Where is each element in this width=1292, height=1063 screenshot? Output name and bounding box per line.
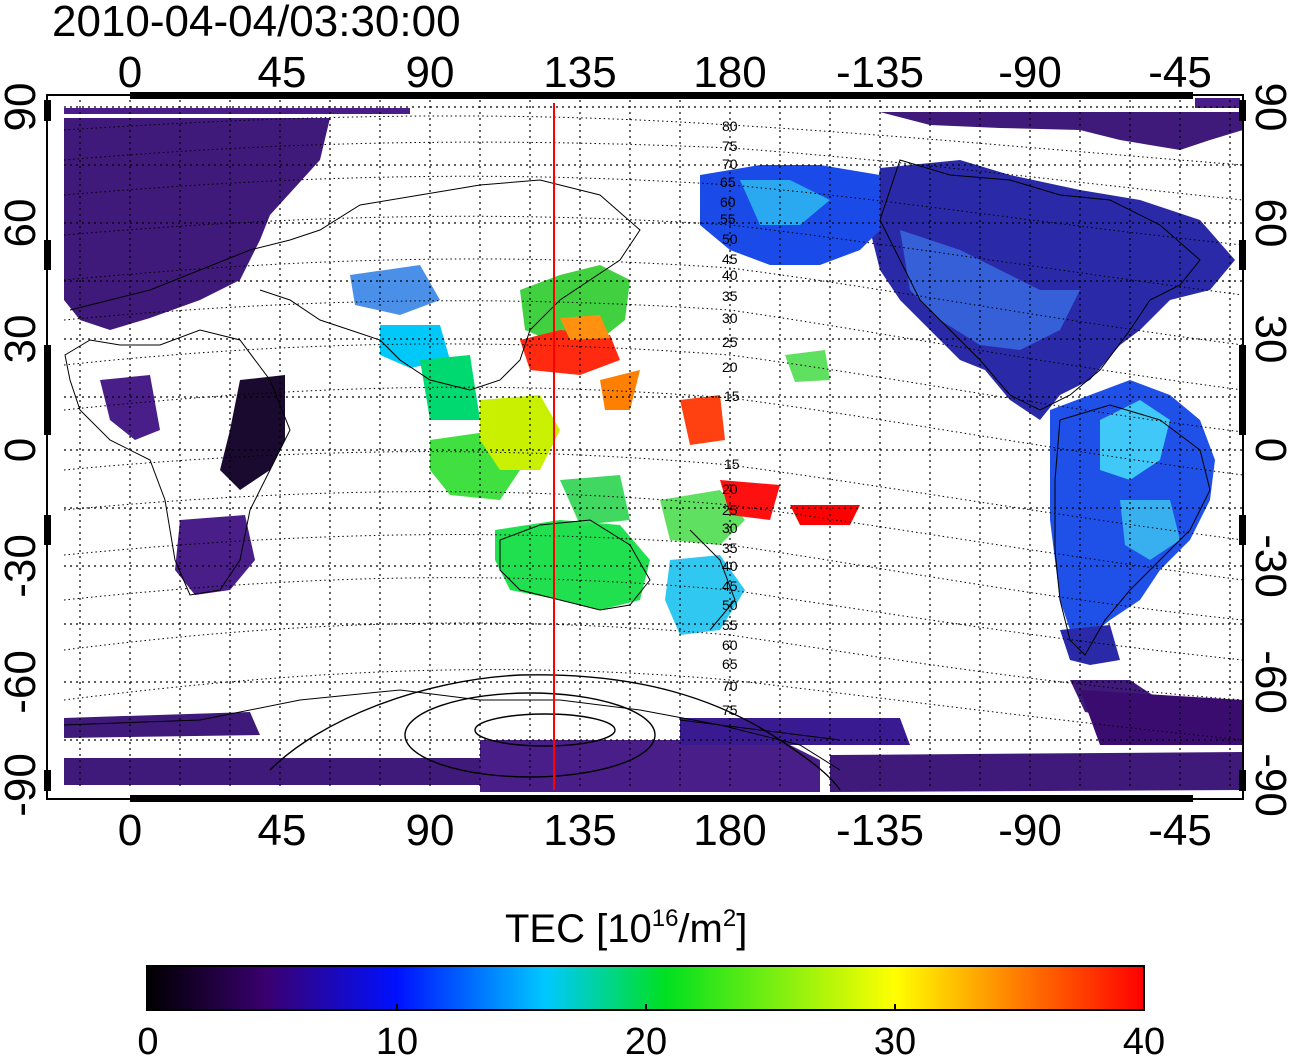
magnetic-contours — [63, 115, 1243, 741]
colorbar-title-suffix: ] — [736, 907, 748, 951]
contour-label: 20 — [722, 481, 738, 497]
contour-label: 40 — [722, 558, 738, 574]
colorbar-tick-label: 0 — [137, 1021, 159, 1063]
colorbar-tick-label: 20 — [624, 1021, 668, 1063]
bottom-lon-axis: 0 45 90 135 180 -135 -90 -45 — [118, 806, 1212, 855]
contour-label: 60 — [720, 194, 736, 210]
lat-label: 90 — [1246, 83, 1292, 132]
colorbar-title-unit: /m — [678, 907, 723, 951]
contour-label: 75 — [722, 702, 738, 718]
contour-labels: 80 75 70 65 60 55 50 45 40 35 30 25 20 1… — [720, 118, 740, 718]
colorbar-tick-label: 40 — [1122, 1021, 1166, 1063]
lon-label: -90 — [998, 48, 1062, 97]
colorbar — [146, 965, 1145, 1011]
contour-label: 25 — [722, 502, 738, 518]
lat-label: 30 — [0, 315, 45, 364]
lat-label: -30 — [0, 534, 45, 598]
lat-label: -90 — [1246, 753, 1292, 817]
contour-label: 30 — [722, 310, 738, 326]
lon-label: -45 — [1148, 806, 1212, 855]
lon-label: 90 — [406, 48, 455, 97]
contour-label: 60 — [722, 637, 738, 653]
contour-label: 20 — [722, 359, 738, 375]
lon-label: 135 — [543, 48, 616, 97]
lat-label: 30 — [1246, 315, 1292, 364]
lon-label: 90 — [406, 806, 455, 855]
lat-label: 0 — [1246, 438, 1292, 462]
contour-label: 50 — [722, 231, 738, 247]
lat-label: 60 — [0, 199, 45, 248]
frame-edge-bars — [44, 92, 1246, 802]
tec-data-layer — [64, 98, 1243, 792]
colorbar-tick-label: 10 — [375, 1021, 419, 1063]
contour-label: 55 — [720, 211, 736, 227]
contour-label: 75 — [722, 138, 738, 154]
lat-label: 0 — [0, 438, 45, 462]
contour-label: 15 — [724, 388, 740, 404]
contour-label: 65 — [720, 174, 736, 190]
contour-label: 45 — [722, 578, 738, 594]
contour-label: 35 — [722, 540, 738, 556]
lon-label: -45 — [1148, 48, 1212, 97]
lon-label: 135 — [543, 806, 616, 855]
lat-label: -90 — [0, 753, 45, 817]
contour-label: 45 — [722, 251, 738, 267]
south-pole-contours — [269, 674, 841, 791]
contour-label: 80 — [722, 118, 738, 134]
lat-label: -60 — [1246, 650, 1292, 714]
lon-label: 180 — [693, 806, 766, 855]
colorbar-ticks — [396, 1004, 896, 1010]
lon-label: -135 — [836, 48, 924, 97]
contour-label: 55 — [722, 617, 738, 633]
map-title: 2010-04-04/03:30:00 — [52, 0, 461, 46]
contour-label: 70 — [722, 156, 738, 172]
colorbar-title-exponent: 16 — [651, 905, 679, 932]
contour-label: 30 — [722, 520, 738, 536]
contour-label: 40 — [722, 267, 738, 283]
top-lon-axis: 0 45 90 135 180 -135 -90 -45 — [118, 48, 1212, 97]
lon-label: 45 — [258, 806, 307, 855]
contour-label: 25 — [722, 334, 738, 350]
lon-label: 180 — [693, 48, 766, 97]
lon-label: 45 — [258, 48, 307, 97]
colorbar-title: TEC [1016/m2] — [505, 905, 747, 953]
lat-label: -30 — [1246, 534, 1292, 598]
lon-label: 0 — [118, 48, 142, 97]
contour-label: 70 — [722, 678, 738, 694]
lon-label: -135 — [836, 806, 924, 855]
lat-label: -60 — [0, 650, 45, 714]
colorbar-title-unit-exponent: 2 — [722, 905, 737, 932]
colorbar-tick-label: 30 — [873, 1021, 917, 1063]
lon-label: -90 — [998, 806, 1062, 855]
right-lat-axis: 90 60 30 0 -30 -60 -90 — [1246, 83, 1292, 817]
contour-label: 65 — [722, 656, 738, 672]
colorbar-title-prefix: TEC [10 — [505, 907, 652, 951]
contour-label: 50 — [722, 597, 738, 613]
lon-label: 0 — [118, 806, 142, 855]
left-lat-axis: 90 60 30 0 -30 -60 -90 — [0, 83, 45, 817]
contour-label: 15 — [724, 456, 740, 472]
contour-label: 35 — [722, 288, 738, 304]
graticule — [64, 100, 1243, 790]
lat-label: 90 — [0, 83, 45, 132]
lat-label: 60 — [1246, 199, 1292, 248]
